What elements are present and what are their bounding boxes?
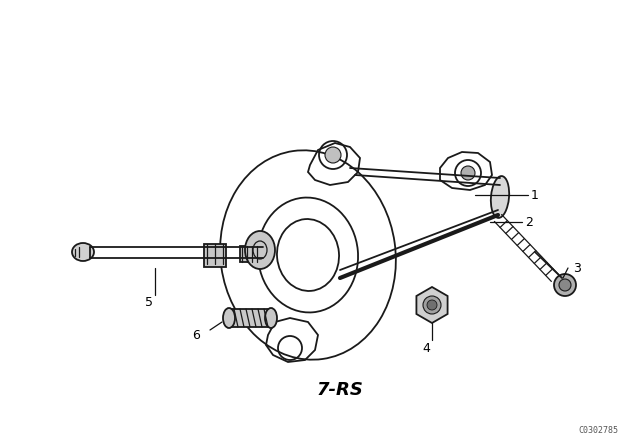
Text: 4: 4 — [422, 341, 430, 354]
Text: 1: 1 — [531, 189, 539, 202]
Text: C0302785: C0302785 — [578, 426, 618, 435]
Ellipse shape — [325, 147, 341, 163]
Text: 2: 2 — [525, 215, 533, 228]
Ellipse shape — [265, 308, 277, 328]
Ellipse shape — [72, 243, 94, 261]
Circle shape — [423, 296, 441, 314]
Ellipse shape — [559, 279, 571, 291]
Text: 5: 5 — [145, 296, 153, 309]
Polygon shape — [417, 287, 447, 323]
Text: 7-RS: 7-RS — [317, 381, 364, 399]
Ellipse shape — [491, 176, 509, 218]
Bar — [204, 244, 226, 267]
Text: 3: 3 — [573, 262, 581, 275]
Ellipse shape — [245, 231, 275, 269]
Text: 6: 6 — [192, 328, 200, 341]
Ellipse shape — [461, 166, 475, 180]
Bar — [231, 309, 269, 327]
Circle shape — [427, 300, 437, 310]
Bar — [240, 246, 260, 262]
Ellipse shape — [554, 274, 576, 296]
Ellipse shape — [223, 308, 235, 328]
